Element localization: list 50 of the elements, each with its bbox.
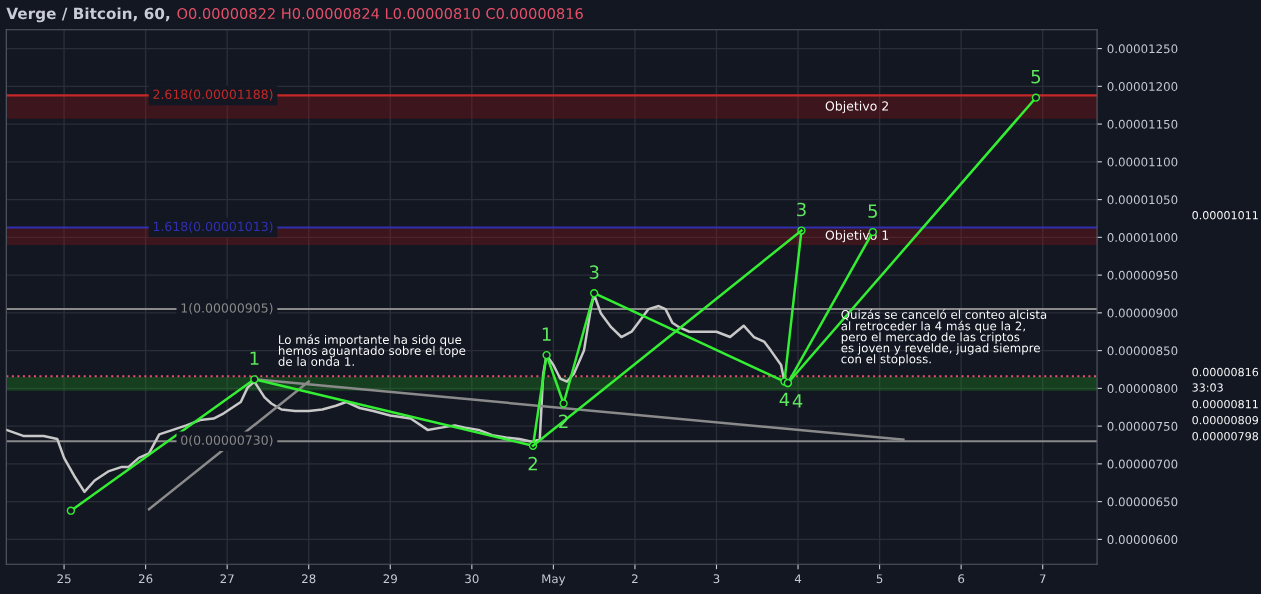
chart-title: Verge / Bitcoin, 60, xyxy=(6,7,170,23)
y-tick-label: 0.00000800 xyxy=(1107,384,1178,394)
x-tick-label: 6 xyxy=(958,574,965,584)
annotation: 1 xyxy=(542,327,551,341)
x-tick-label: 28 xyxy=(302,574,316,584)
annotation: 3 xyxy=(589,265,599,280)
ref-line-label: 0(0.00000730) xyxy=(181,435,273,447)
ref-line-label: 1(0.00000905) xyxy=(181,303,273,315)
y-tick-label: 0.00000600 xyxy=(1107,535,1178,545)
y-tick-label: 0.00000850 xyxy=(1107,346,1178,356)
x-tick-label: 5 xyxy=(876,574,883,584)
annotation: 4 xyxy=(792,394,803,408)
text: 0.00000816 xyxy=(1192,367,1259,377)
text: 0.00000811 xyxy=(1192,399,1258,409)
x-tick-label: 7 xyxy=(1039,574,1046,583)
x-tick-label: 29 xyxy=(383,574,397,584)
ref-line-label: 1.618(0.00001013) xyxy=(153,221,273,233)
text: 33:03 xyxy=(1192,383,1223,392)
x-tick-label: 2 xyxy=(632,574,638,583)
annotation: 1 xyxy=(250,351,259,365)
x-tick-label: 25 xyxy=(57,574,71,584)
annotation: 4 xyxy=(779,392,790,406)
annotation: 3 xyxy=(797,202,806,217)
annotation: Lo más importante ha sido que hemos aguantado sobre el tope de la onda 1. xyxy=(278,334,466,366)
text: 0.00001011 xyxy=(1192,211,1258,220)
x-tick-label: 26 xyxy=(138,574,153,584)
y-tick-label: 0.00000950 xyxy=(1107,270,1178,280)
chart-subtitle: O0.00000822 H0.00000824 L0.00000810 C0.00000816 xyxy=(177,8,583,20)
y-tick-label: 0.00000900 xyxy=(1107,308,1178,318)
y-tick-label: 0.00001200 xyxy=(1107,82,1178,91)
annotation: 2 xyxy=(528,456,537,471)
annotation: 5 xyxy=(1031,70,1041,84)
y-tick-label: 0.00000750 xyxy=(1107,421,1178,431)
y-tick-label: 0.00000700 xyxy=(1107,459,1178,469)
x-tick-label: May xyxy=(542,574,566,586)
y-tick-label: 0.00001100 xyxy=(1107,157,1178,167)
x-tick-label: 4 xyxy=(794,574,802,583)
y-tick-label: 0.00001000 xyxy=(1107,233,1178,242)
y-tick-label: 0.00001250 xyxy=(1107,44,1178,54)
text: 0.00000809 xyxy=(1192,415,1259,425)
ref-line-label: 2.618(0.00001188) xyxy=(153,89,273,101)
x-tick-label: 27 xyxy=(220,574,234,583)
y-tick-label: 0.00000650 xyxy=(1107,497,1178,507)
x-tick-label: 30 xyxy=(465,574,479,584)
text: 0.00000798 xyxy=(1192,432,1259,441)
band-label: Objetivo 2 xyxy=(825,101,888,114)
y-tick-label: 0.00001150 xyxy=(1107,119,1178,129)
x-tick-label: 3 xyxy=(713,574,720,584)
y-tick-label: 0.00001050 xyxy=(1107,195,1178,205)
annotation: 5 xyxy=(868,204,877,218)
